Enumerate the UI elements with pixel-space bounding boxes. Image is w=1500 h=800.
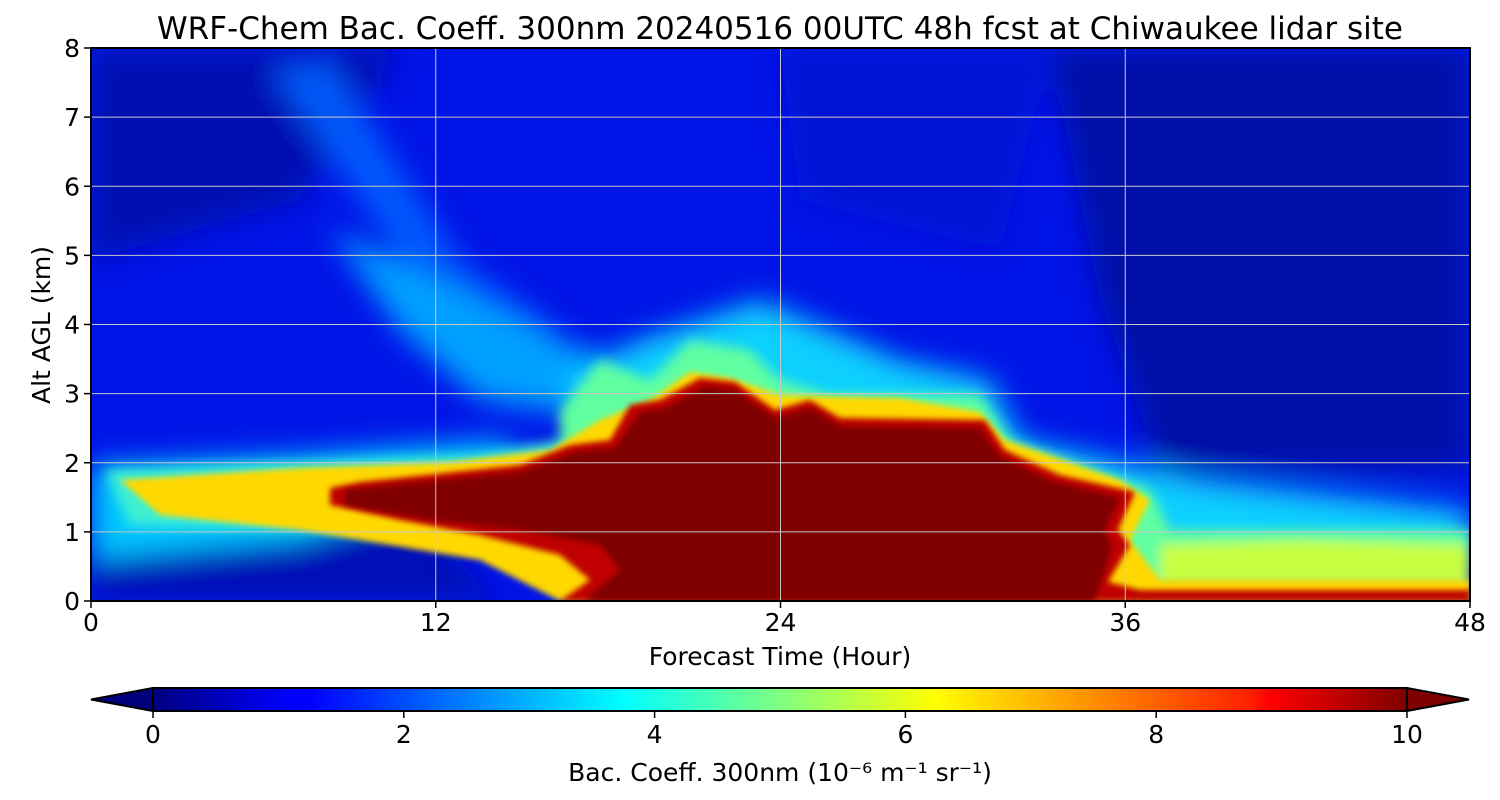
colorbar-tick-label: 6 bbox=[897, 720, 913, 749]
colorbar-tick-label: 2 bbox=[396, 720, 412, 749]
colorbar-tick-label: 10 bbox=[1391, 720, 1423, 749]
y-axis: 0 1 2 3 4 5 6 7 8 bbox=[64, 34, 91, 616]
x-tick-label: 48 bbox=[1454, 608, 1486, 637]
y-tick-label: 3 bbox=[64, 380, 80, 409]
y-tick-label: 8 bbox=[64, 34, 80, 63]
colorbar-extend-low bbox=[90, 686, 154, 713]
x-tick-label: 24 bbox=[765, 608, 797, 637]
y-tick-label: 6 bbox=[64, 172, 80, 201]
colorbar-tick-label: 8 bbox=[1148, 720, 1164, 749]
x-tick-label: 0 bbox=[83, 608, 99, 637]
y-tick-label: 4 bbox=[64, 311, 80, 340]
colorbar-ticks: 0 2 4 6 8 10 bbox=[145, 711, 1423, 749]
x-tick-label: 36 bbox=[1109, 608, 1141, 637]
y-tick-label: 0 bbox=[64, 587, 80, 616]
x-axis: 0 12 24 36 48 bbox=[83, 601, 1486, 637]
y-tick-label: 7 bbox=[64, 103, 80, 132]
colorbar-label: Bac. Coeff. 300nm (10⁻⁶ m⁻¹ sr⁻¹) bbox=[568, 758, 992, 787]
heatmap-field bbox=[91, 48, 1470, 601]
colorbar-extend-high bbox=[1406, 686, 1470, 713]
y-tick-label: 5 bbox=[64, 241, 80, 270]
x-tick-label: 12 bbox=[420, 608, 452, 637]
colorbar-body bbox=[153, 688, 1407, 711]
y-axis-label: Alt AGL (km) bbox=[27, 246, 56, 404]
x-axis-label: Forecast Time (Hour) bbox=[649, 642, 912, 671]
colorbar-tick-label: 4 bbox=[647, 720, 663, 749]
y-tick-label: 1 bbox=[64, 518, 80, 547]
y-tick-label: 2 bbox=[64, 449, 80, 478]
colorbar: 0 2 4 6 8 10 Bac. Coeff. 300nm (10⁻⁶ m⁻¹ sr⁻¹… bbox=[90, 686, 1470, 787]
colorbar-tick-label: 0 bbox=[145, 720, 161, 749]
chart-title: WRF-Chem Bac. Coeff. 300nm 20240516 00UT… bbox=[157, 11, 1403, 47]
